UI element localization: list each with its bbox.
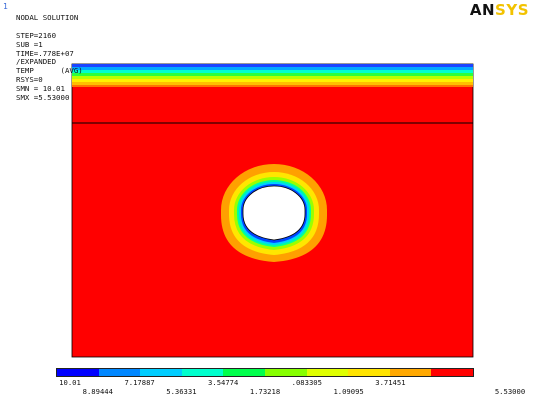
window-number: 1	[3, 2, 8, 11]
surface-bands	[72, 64, 473, 87]
legend-swatch	[389, 369, 432, 376]
tunnel-opening	[242, 185, 306, 241]
info-line: SMX =5.53000	[16, 93, 70, 103]
tunnel-contours	[221, 164, 327, 262]
info-line: RSYS=0	[16, 75, 43, 85]
legend-label-bottom: 8.89444	[82, 387, 113, 396]
legend-swatch	[223, 369, 265, 376]
legend-label-bottom: 5.53000	[494, 387, 526, 396]
legend-swatch	[306, 369, 349, 376]
legend-swatch	[98, 369, 141, 376]
info-line: /EXPANDED	[16, 57, 57, 67]
legend-swatch	[431, 369, 473, 376]
ansys-logo: ANSYS	[469, 1, 529, 19]
legend-label-top: .083305	[291, 378, 322, 387]
legend-label-top: 3.71451	[375, 378, 406, 387]
legend-label-bottom: 5.36331	[166, 387, 197, 396]
contour-legend-bar	[56, 368, 474, 377]
legend-swatch	[348, 369, 390, 376]
legend-swatch	[140, 369, 182, 376]
info-line: SUB =1	[16, 39, 43, 49]
info-line: SMN = 10.01	[16, 84, 65, 94]
legend-swatch	[57, 369, 99, 376]
legend-label-top: 10.01	[59, 378, 81, 387]
legend-label-bottom: 1.09095	[333, 387, 364, 396]
info-line: NODAL SOLUTION	[16, 13, 79, 22]
legend-swatch	[181, 369, 224, 376]
info-line: TEMP (AVG)	[16, 66, 83, 76]
info-line: TIME=.778E+07	[16, 48, 74, 58]
legend-swatch	[264, 369, 307, 376]
legend-label-top: 7.17887	[124, 378, 155, 387]
solution-info: NODAL SOLUTION STEP=2160 SUB =1 TIME=.778E+…	[16, 13, 83, 103]
legend-label-bottom: 1.73218	[249, 387, 281, 396]
info-line: STEP=2160	[16, 30, 57, 40]
legend-label-top: 3.54774	[208, 378, 239, 387]
